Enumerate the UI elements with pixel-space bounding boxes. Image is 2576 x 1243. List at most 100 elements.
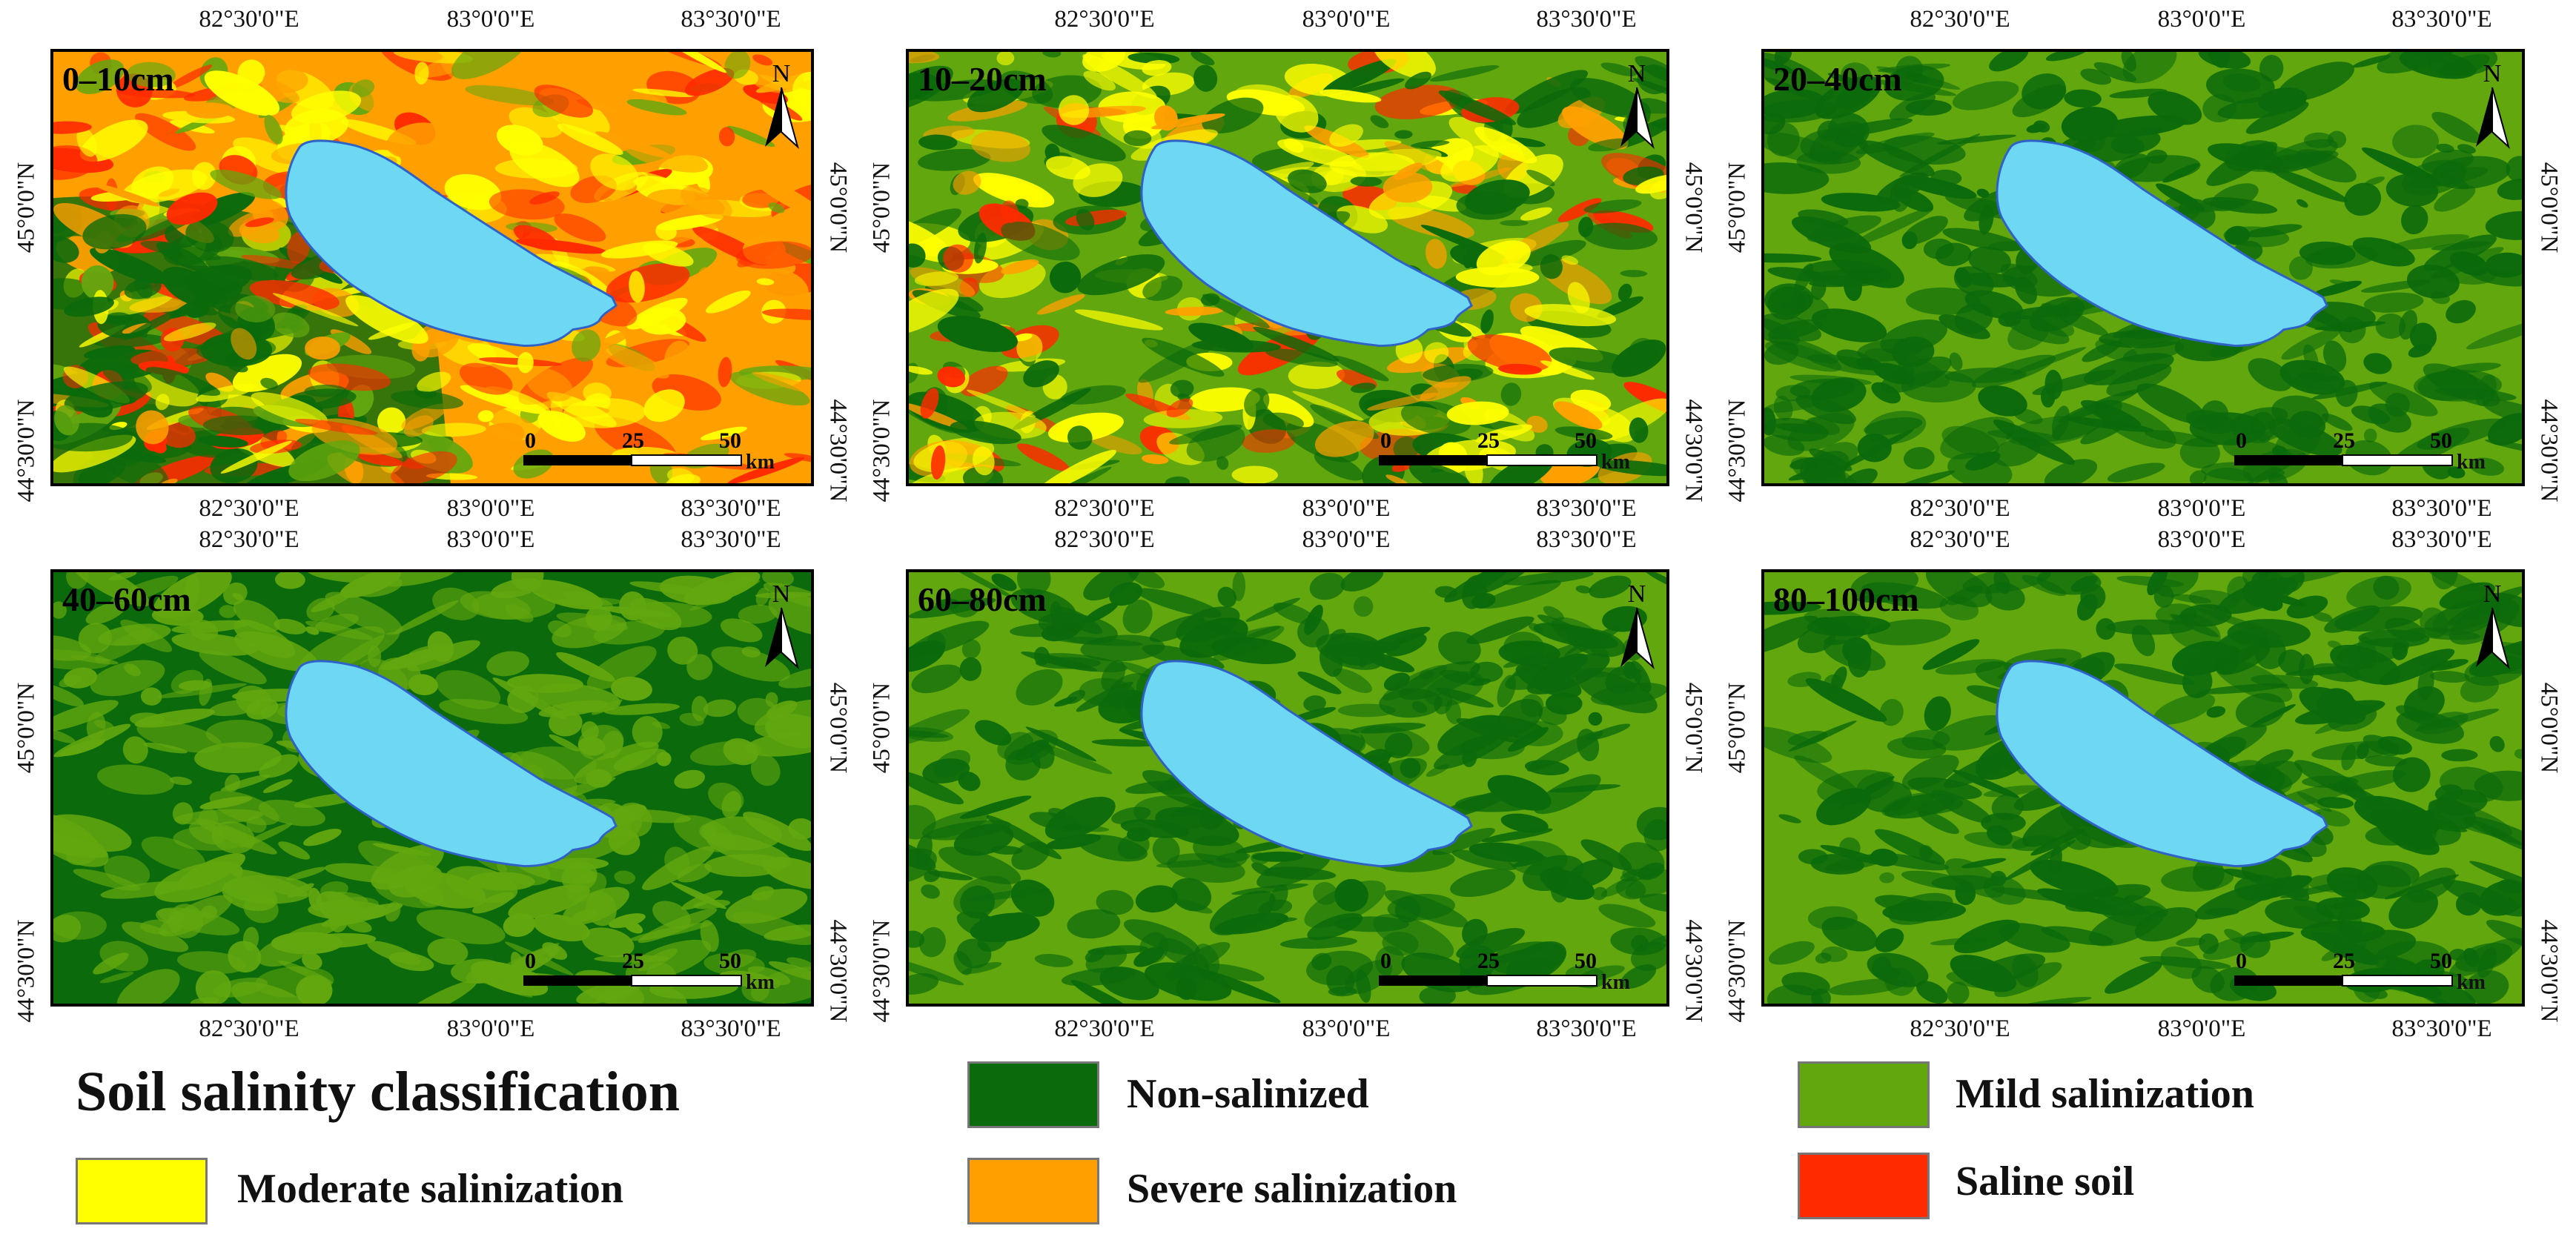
y-tick-label: 44°30'0"N <box>824 919 852 1023</box>
lake <box>1996 660 2328 868</box>
y-tick-label: 44°30'0"N <box>868 919 895 1023</box>
map-frame: 0–10cm N 0 25 50 km <box>50 49 814 486</box>
y-tick-label: 44°30'0"N <box>2535 399 2563 503</box>
lake <box>285 660 617 868</box>
scale-unit: km <box>746 971 775 994</box>
y-tick-label: 44°30'0"N <box>1724 399 1751 503</box>
x-tick-label: 83°0'0"E <box>446 1015 535 1042</box>
y-tick-label: 45°0'0"N <box>1680 682 1707 774</box>
map-frame: 80–100cm N 0 25 50 km <box>1761 569 2525 1007</box>
salinity-map <box>1764 572 2522 1004</box>
scale-label: 0 <box>525 949 536 973</box>
x-tick-label: 83°0'0"E <box>1302 526 1391 553</box>
x-tick-label: 82°30'0"E <box>199 1015 299 1042</box>
north-arrow-icon: N <box>765 60 799 150</box>
y-tick-label: 45°0'0"N <box>1724 682 1751 774</box>
y-tick-label: 44°30'0"N <box>1680 399 1707 503</box>
x-tick-label: 82°30'0"E <box>1054 1015 1155 1042</box>
y-tick-label: 45°0'0"N <box>2535 682 2563 774</box>
x-tick-label: 83°0'0"E <box>2157 1015 2246 1042</box>
x-tick-label: 83°30'0"E <box>1536 1015 1637 1042</box>
scale-label: 50 <box>719 949 741 973</box>
y-tick-label: 45°0'0"N <box>1724 162 1751 253</box>
legend-swatch-mild <box>1798 1061 1930 1128</box>
x-tick-label: 82°30'0"E <box>199 526 299 553</box>
lake <box>1996 139 2328 348</box>
scale-label: 0 <box>525 428 536 453</box>
scale-bar: 0 25 50 <box>2234 428 2453 466</box>
x-tick-label: 82°30'0"E <box>1910 1015 2010 1042</box>
depth-label: 0–10cm <box>62 60 174 98</box>
scale-label: 50 <box>719 428 741 453</box>
legend-swatch-non-salinized <box>967 1061 1099 1128</box>
x-tick-label: 83°30'0"E <box>1536 526 1637 553</box>
scale-bar: 0 25 50 <box>1379 949 1597 987</box>
x-tick-label: 83°30'0"E <box>681 526 781 553</box>
legend-label-moderate: Moderate salinization <box>237 1166 624 1212</box>
legend-title: Soil salinity classification <box>76 1061 680 1123</box>
scale-label: 25 <box>2333 949 2355 973</box>
north-arrow-icon: N <box>2476 580 2510 670</box>
x-tick-label: 82°30'0"E <box>199 6 299 33</box>
scale-label: 25 <box>1477 949 1500 973</box>
x-tick-label: 83°0'0"E <box>2157 495 2246 522</box>
north-label: N <box>772 60 791 87</box>
salinity-map <box>53 52 811 483</box>
north-arrow-icon: N <box>2476 60 2510 150</box>
north-arrow-icon: N <box>1620 580 1655 670</box>
lake <box>285 139 617 348</box>
x-tick-label: 82°30'0"E <box>1054 495 1155 522</box>
map-frame: 40–60cm N 0 25 50 km <box>50 569 814 1007</box>
x-tick-label: 83°30'0"E <box>1536 6 1637 33</box>
scale-bar: 0 25 50 <box>523 428 742 466</box>
y-tick-label: 45°0'0"N <box>868 162 895 253</box>
x-tick-label: 82°30'0"E <box>199 495 299 522</box>
lake <box>1140 660 1473 868</box>
scale-unit: km <box>2457 971 2486 994</box>
north-arrow-icon: N <box>1620 60 1655 150</box>
depth-label: 20–40cm <box>1773 60 1902 98</box>
x-tick-label: 83°0'0"E <box>2157 526 2246 553</box>
scale-label: 50 <box>2430 949 2452 973</box>
map-frame: 20–40cm N 0 25 50 km <box>1761 49 2525 486</box>
legend-label-mild: Mild salinization <box>1956 1071 2254 1117</box>
scale-bar: 0 25 50 <box>1379 428 1597 466</box>
x-tick-label: 82°30'0"E <box>1910 6 2010 33</box>
y-tick-label: 44°30'0"N <box>2535 919 2563 1023</box>
x-tick-label: 83°0'0"E <box>2157 6 2246 33</box>
map-frame: 60–80cm N 0 25 50 km <box>906 569 1669 1007</box>
y-tick-label: 45°0'0"N <box>868 682 895 774</box>
y-tick-label: 45°0'0"N <box>824 682 852 774</box>
scale-label: 50 <box>2430 428 2452 453</box>
y-tick-label: 45°0'0"N <box>13 162 40 253</box>
x-tick-label: 83°30'0"E <box>1536 495 1637 522</box>
scale-label: 25 <box>1477 428 1500 453</box>
scale-label: 50 <box>1575 428 1597 453</box>
y-tick-label: 45°0'0"N <box>13 682 40 774</box>
scale-label: 0 <box>1380 949 1391 973</box>
x-tick-label: 83°0'0"E <box>446 526 535 553</box>
y-tick-label: 44°30'0"N <box>1680 919 1707 1023</box>
salinity-map <box>53 572 811 1004</box>
north-label: N <box>2483 60 2502 87</box>
legend-label-severe: Severe salinization <box>1127 1166 1457 1212</box>
y-tick-label: 44°30'0"N <box>13 399 40 503</box>
y-tick-label: 44°30'0"N <box>1724 919 1751 1023</box>
scale-unit: km <box>2457 451 2486 474</box>
scale-label: 0 <box>2236 428 2247 453</box>
depth-label: 40–60cm <box>62 580 191 618</box>
y-tick-label: 45°0'0"N <box>2535 162 2563 253</box>
north-arrow-icon: N <box>765 580 799 670</box>
x-tick-label: 83°30'0"E <box>681 1015 781 1042</box>
scale-label: 25 <box>622 949 644 973</box>
depth-label: 60–80cm <box>918 580 1047 618</box>
scale-unit: km <box>1601 971 1630 994</box>
scale-bar: 0 25 50 <box>2234 949 2453 987</box>
y-tick-label: 45°0'0"N <box>824 162 852 253</box>
x-tick-label: 83°30'0"E <box>681 495 781 522</box>
scale-label: 50 <box>1575 949 1597 973</box>
x-tick-label: 82°30'0"E <box>1910 526 2010 553</box>
x-tick-label: 82°30'0"E <box>1054 6 1155 33</box>
x-tick-label: 83°0'0"E <box>1302 6 1391 33</box>
depth-label: 10–20cm <box>918 60 1047 98</box>
